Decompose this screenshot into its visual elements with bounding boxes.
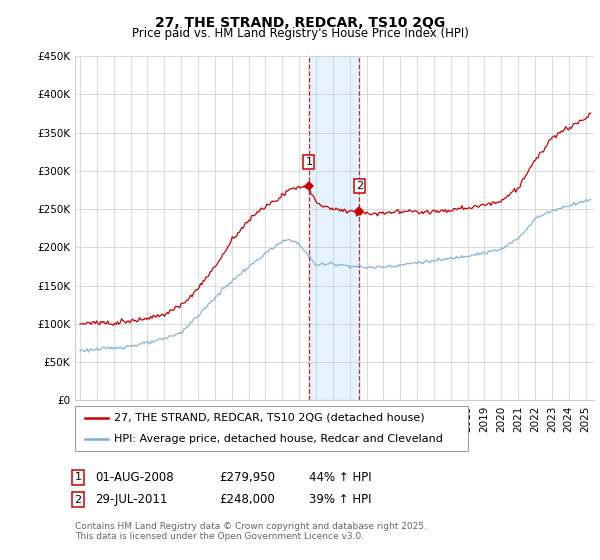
Text: 2: 2	[356, 181, 363, 192]
Text: 1: 1	[74, 472, 82, 482]
Text: 2: 2	[74, 494, 82, 505]
Text: £279,950: £279,950	[219, 470, 275, 484]
Bar	[309, 56, 359, 400]
Text: 27, THE STRAND, REDCAR, TS10 2QG: 27, THE STRAND, REDCAR, TS10 2QG	[155, 16, 445, 30]
Text: £248,000: £248,000	[219, 493, 275, 506]
Text: 29-JUL-2011: 29-JUL-2011	[95, 493, 167, 506]
Text: 1: 1	[305, 157, 313, 167]
Text: 01-AUG-2008: 01-AUG-2008	[95, 470, 173, 484]
Text: 27, THE STRAND, REDCAR, TS10 2QG (detached house): 27, THE STRAND, REDCAR, TS10 2QG (detach…	[115, 413, 425, 423]
Text: Price paid vs. HM Land Registry's House Price Index (HPI): Price paid vs. HM Land Registry's House …	[131, 27, 469, 40]
Text: Contains HM Land Registry data © Crown copyright and database right 2025.
This d: Contains HM Land Registry data © Crown c…	[75, 522, 427, 542]
Text: HPI: Average price, detached house, Redcar and Cleveland: HPI: Average price, detached house, Redc…	[115, 434, 443, 444]
Text: 39% ↑ HPI: 39% ↑ HPI	[309, 493, 371, 506]
Text: 44% ↑ HPI: 44% ↑ HPI	[309, 470, 371, 484]
